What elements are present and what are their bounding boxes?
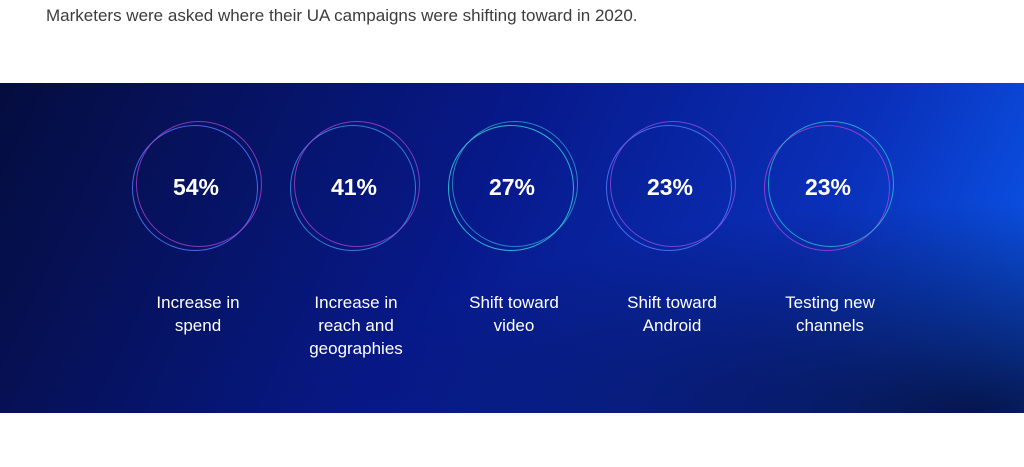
stat-value: 27%	[488, 173, 536, 200]
stat-label: Testing new channels	[785, 293, 875, 335]
stat-label: Increase in spend	[156, 293, 240, 335]
stat-ring: 23%	[606, 121, 738, 253]
stat-testing-channels: 23% Testing new channels	[745, 121, 915, 337]
stat-increase-reach: 41% Increase in reach and geographies	[271, 121, 441, 360]
stat-increase-spend: 54% Increase in spend	[113, 121, 283, 337]
stat-value: 23%	[646, 173, 694, 200]
stat-shift-video: 27% Shift toward video	[429, 121, 599, 337]
stat-ring: 54%	[132, 121, 264, 253]
stat-ring: 27%	[448, 121, 580, 253]
stat-label: Shift toward video	[469, 293, 559, 335]
intro-text: Marketers were asked where their UA camp…	[46, 6, 638, 25]
stats-panel: 54% Increase in spend 41% Increase in re…	[0, 83, 1024, 413]
stat-value: 54%	[172, 173, 220, 200]
stat-label: Increase in reach and geographies	[309, 293, 403, 358]
stat-value: 23%	[804, 173, 852, 200]
stat-ring: 41%	[290, 121, 422, 253]
stat-value: 41%	[330, 173, 378, 200]
stat-label: Shift toward Android	[627, 293, 717, 335]
stat-shift-android: 23% Shift toward Android	[587, 121, 757, 337]
stat-ring: 23%	[764, 121, 896, 253]
